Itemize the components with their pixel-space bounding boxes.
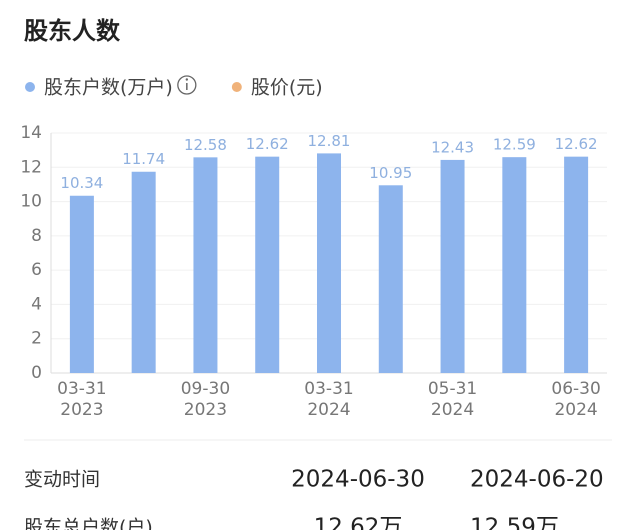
- y-tick-label: 10: [20, 192, 42, 212]
- info-icon-dot: [185, 78, 189, 81]
- value-label: 12.58: [184, 136, 227, 154]
- legend-label: 股价(元): [251, 77, 323, 99]
- value-label: 12.43: [431, 138, 474, 156]
- info-icon: [177, 75, 197, 95]
- value-label: 12.81: [308, 132, 351, 150]
- x-tick-year: 2024: [431, 400, 474, 420]
- x-tick-year: 2024: [554, 400, 597, 420]
- value-label: 12.59: [493, 136, 536, 154]
- y-tick-label: 6: [31, 260, 42, 280]
- y-tick-label: 8: [31, 226, 42, 246]
- value-label: 11.74: [122, 150, 165, 168]
- x-tick-year: 2023: [60, 400, 103, 420]
- y-tick-label: 14: [20, 123, 42, 143]
- legend-dot: [25, 82, 35, 92]
- y-tick-label: 12: [20, 157, 42, 177]
- y-tick-label: 0: [31, 363, 42, 383]
- cell: 12.62万: [314, 515, 403, 530]
- row-label: 变动时间: [24, 469, 100, 491]
- value-label: 12.62: [555, 135, 598, 153]
- bar: [69, 195, 94, 373]
- x-tick-label: 09-30: [181, 379, 230, 399]
- x-tick-label: 06-30: [551, 379, 600, 399]
- x-tick-label: 03-31: [57, 379, 106, 399]
- x-tick-label: 03-31: [304, 379, 353, 399]
- legend-label: 股东户数(万户): [44, 77, 173, 99]
- bar: [255, 156, 280, 373]
- value-label: 10.95: [369, 164, 412, 182]
- value-label: 12.62: [246, 135, 289, 153]
- bar: [193, 157, 218, 373]
- bar: [131, 171, 156, 373]
- bar: [378, 185, 403, 373]
- chart-title: 股东人数: [24, 17, 121, 45]
- bar: [502, 157, 527, 373]
- x-tick-year: 2024: [307, 400, 350, 420]
- y-tick-label: 2: [31, 329, 42, 349]
- x-tick-label: 05-31: [428, 379, 477, 399]
- bar: [317, 153, 341, 373]
- x-tick-year: 2023: [184, 400, 227, 420]
- cell: 2024-06-30: [291, 467, 425, 493]
- cell: 12.59万: [470, 515, 559, 530]
- y-tick-label: 4: [31, 294, 42, 314]
- bar: [564, 156, 589, 373]
- value-label: 10.34: [60, 174, 103, 192]
- legend-dot: [231, 82, 242, 92]
- cell: 2024-06-20: [470, 467, 604, 493]
- row-label: 股东总户数(户): [24, 517, 153, 530]
- bar: [440, 159, 465, 373]
